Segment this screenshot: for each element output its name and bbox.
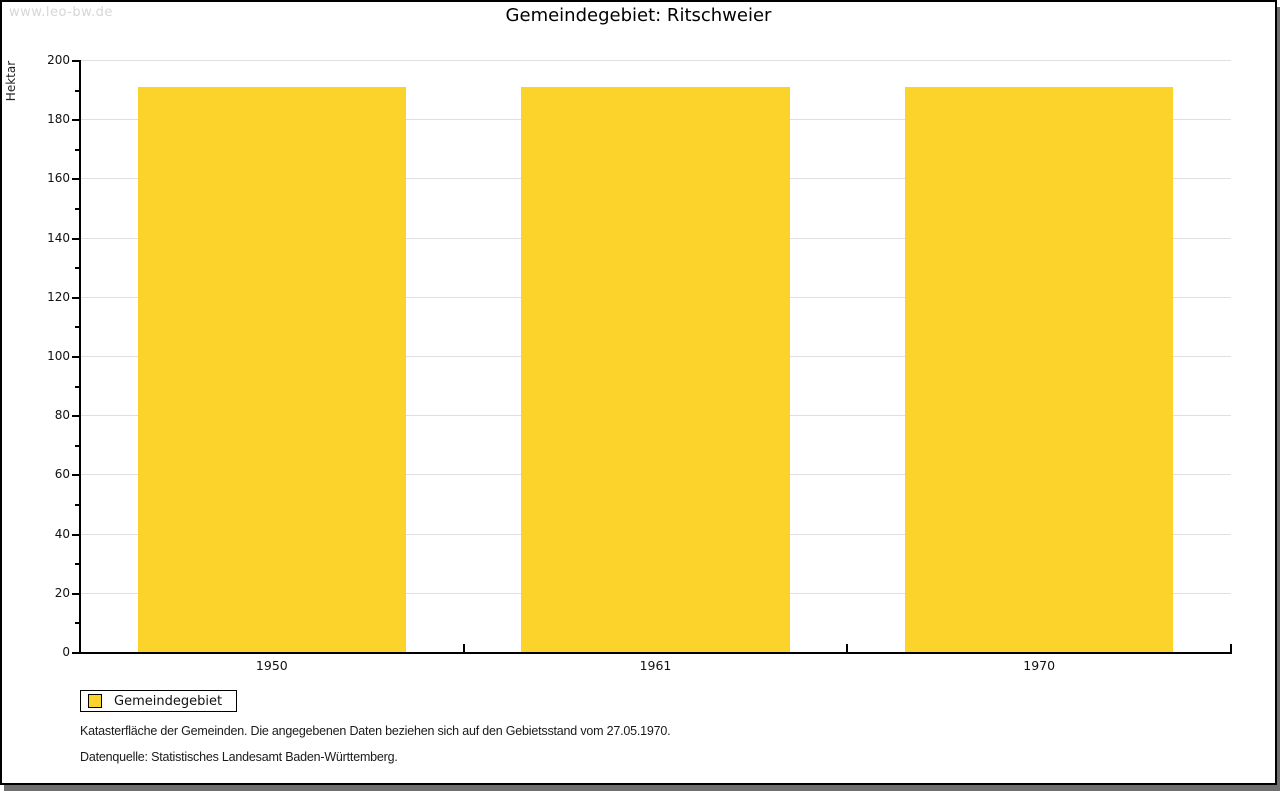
y-tick-label: 20 [54, 585, 70, 600]
y-major-tick [72, 119, 80, 122]
y-minor-tick [75, 504, 80, 506]
x-tick-label: 1961 [639, 658, 672, 673]
y-minor-tick [75, 444, 80, 447]
y-tick-label: 140 [47, 230, 70, 245]
legend-label: Gemeindegebiet [114, 693, 223, 709]
footnote-source-note: Katasterfläche der Gemeinden. Die angege… [80, 724, 671, 738]
y-minor-tick [75, 622, 80, 625]
y-minor-tick [75, 89, 80, 92]
bar-1961 [521, 86, 790, 652]
x-boundary-tick [79, 644, 81, 652]
y-minor-tick [75, 563, 80, 566]
y-minor-tick [75, 326, 80, 329]
y-major-tick [72, 237, 80, 240]
footnote-data-source: Datenquelle: Statistisches Landesamt Bad… [80, 750, 398, 764]
y-tick-label: 80 [54, 408, 70, 423]
gridline [80, 60, 1231, 61]
x-axis-line [79, 652, 1232, 654]
y-major-tick [72, 296, 80, 299]
x-boundary-tick [462, 644, 465, 652]
y-tick-label: 180 [47, 112, 70, 127]
y-tick-label: 160 [47, 171, 70, 186]
y-major-tick [72, 415, 80, 418]
y-tick-label: 0 [62, 645, 70, 659]
y-major-tick [72, 592, 80, 595]
y-major-tick [72, 533, 80, 536]
bar-1970 [904, 86, 1174, 652]
y-major-tick [72, 474, 80, 477]
y-major-tick [72, 178, 80, 181]
x-boundary-tick [846, 644, 849, 652]
y-axis-label: Hektar [4, 60, 18, 102]
bar-1950 [137, 86, 407, 652]
footnotes: Katasterfläche der Gemeinden. Die angege… [80, 724, 671, 776]
x-boundary-tick [1230, 644, 1232, 652]
y-tick-label: 60 [54, 467, 70, 482]
x-tick-label: 1950 [255, 658, 288, 673]
y-tick-label: 120 [47, 289, 70, 304]
watermark: www.leo-bw.de [9, 5, 113, 20]
y-minor-tick [75, 385, 80, 388]
y-minor-tick [75, 208, 80, 210]
y-major-tick [72, 60, 80, 62]
chart-title: Gemeindegebiet: Ritschweier [505, 5, 772, 26]
x-tick-label: 1970 [1023, 658, 1056, 673]
y-major-tick [72, 652, 80, 654]
y-minor-tick [75, 267, 80, 270]
y-axis-line [79, 60, 81, 654]
y-tick-label: 200 [47, 53, 70, 67]
legend: Gemeindegebiet [80, 690, 238, 712]
y-tick-label: 40 [54, 526, 70, 541]
y-major-tick [72, 356, 80, 358]
y-tick-label: 100 [47, 349, 70, 363]
legend-swatch [88, 694, 102, 708]
y-minor-tick [75, 148, 80, 151]
